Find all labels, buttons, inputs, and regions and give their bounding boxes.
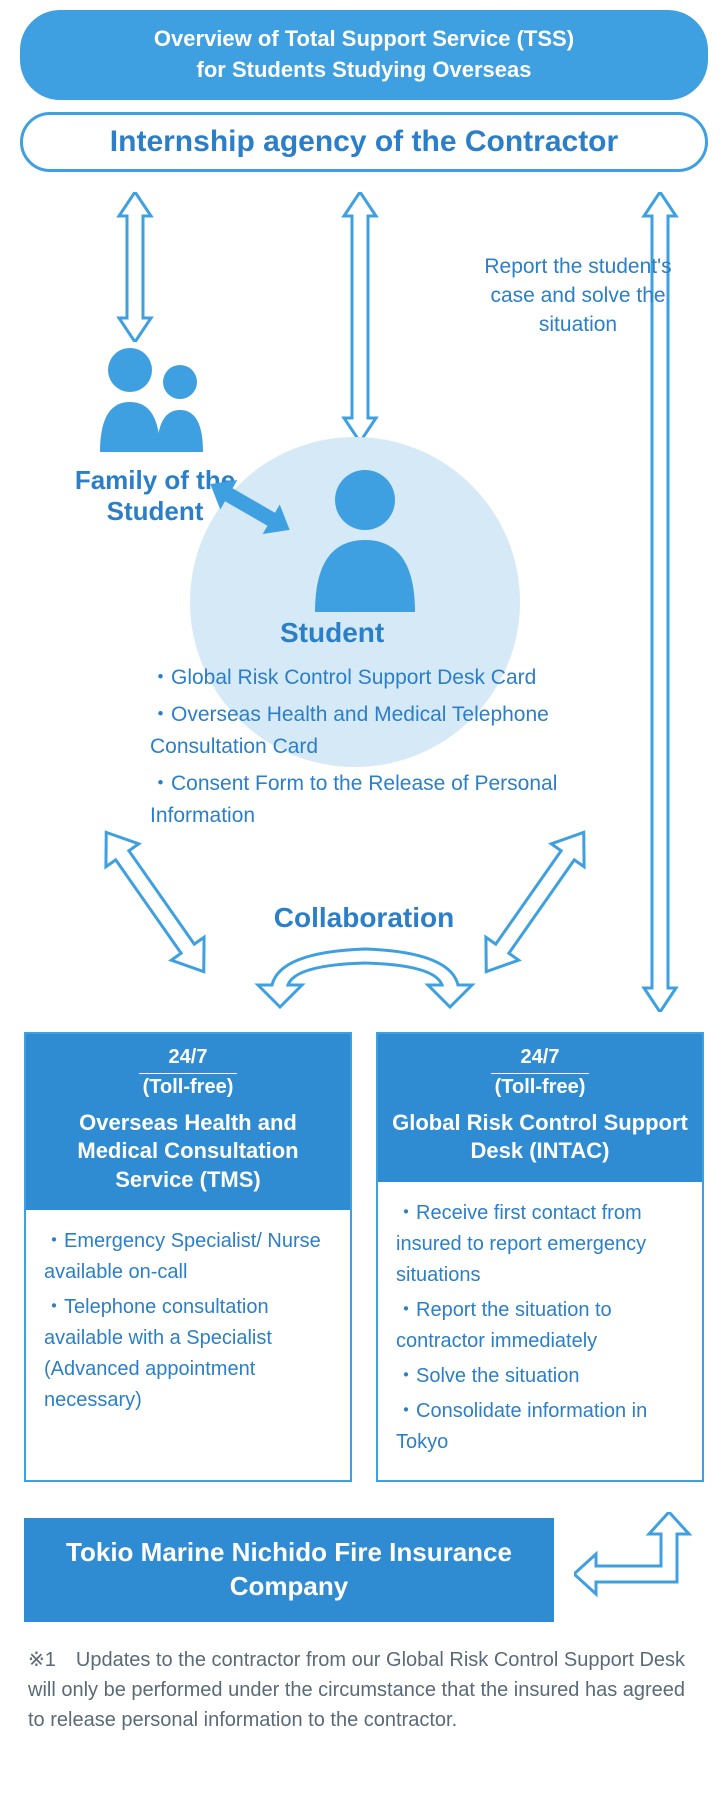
intac-bullet: ・Consolidate information in Tokyo [396, 1396, 684, 1458]
arrow-agency-student [340, 192, 380, 442]
contractor-agency-box: Internship agency of the Contractor [20, 112, 708, 172]
service-tms-head: 24/7 (Toll-free) Overseas Health and Med… [26, 1034, 350, 1211]
tms-availability: 24/7 [139, 1046, 238, 1074]
student-icon [300, 462, 430, 612]
intac-availability: 24/7 [491, 1046, 590, 1074]
title-line1: Overview of Total Support Service (TSS) [154, 26, 574, 51]
service-intac: 24/7 (Toll-free) Global Risk Control Sup… [376, 1032, 704, 1483]
service-tms: 24/7 (Toll-free) Overseas Health and Med… [24, 1032, 352, 1483]
intac-bullet: ・Solve the situation [396, 1361, 684, 1392]
service-intac-body: ・Receive first contact from insured to r… [378, 1182, 702, 1478]
arrow-agency-family [115, 192, 155, 342]
insurance-company-box: Tokio Marine Nichido Fire Insurance Comp… [24, 1518, 554, 1622]
student-item: ・Global Risk Control Support Desk Card [150, 662, 590, 694]
student-icon-wrap [300, 462, 430, 617]
arrow-collaboration [250, 937, 480, 1022]
title-line2: for Students Studying Overseas [197, 57, 532, 82]
student-items: ・Global Risk Control Support Desk Card ・… [150, 662, 590, 838]
tms-bullet: ・Telephone consultation available with a… [44, 1292, 332, 1416]
intac-bullet: ・Report the situation to contractor imme… [396, 1295, 684, 1357]
intac-name: Global Risk Control Support Desk (INTAC) [388, 1109, 692, 1166]
student-item: ・Overseas Health and Medical Telephone C… [150, 699, 590, 762]
intac-toll: (Toll-free) [388, 1076, 692, 1099]
insurance-row: Tokio Marine Nichido Fire Insurance Comp… [24, 1512, 704, 1627]
service-tms-body: ・Emergency Specialist/ Nurse available o… [26, 1210, 350, 1480]
tms-bullet: ・Emergency Specialist/ Nurse available o… [44, 1226, 332, 1288]
collaboration-label: Collaboration [0, 902, 728, 934]
service-row: 24/7 (Toll-free) Overseas Health and Med… [24, 1032, 704, 1483]
diagram-stage: Family of the Student Student ・Global Ri… [0, 182, 728, 1032]
tms-toll: (Toll-free) [36, 1076, 340, 1099]
intac-bullet: ・Receive first contact from insured to r… [396, 1198, 684, 1291]
arrow-family-student [195, 467, 305, 552]
service-intac-head: 24/7 (Toll-free) Global Risk Control Sup… [378, 1034, 702, 1182]
arrow-intac-insurance [574, 1512, 704, 1627]
tms-name: Overseas Health and Medical Consultation… [36, 1109, 340, 1195]
student-label: Student [280, 617, 384, 649]
family-icon [85, 342, 225, 452]
footnote: ※1 Updates to the contractor from our Gl… [28, 1645, 700, 1735]
report-text: Report the student's case and solve the … [478, 252, 678, 340]
main-title: Overview of Total Support Service (TSS) … [20, 10, 708, 100]
